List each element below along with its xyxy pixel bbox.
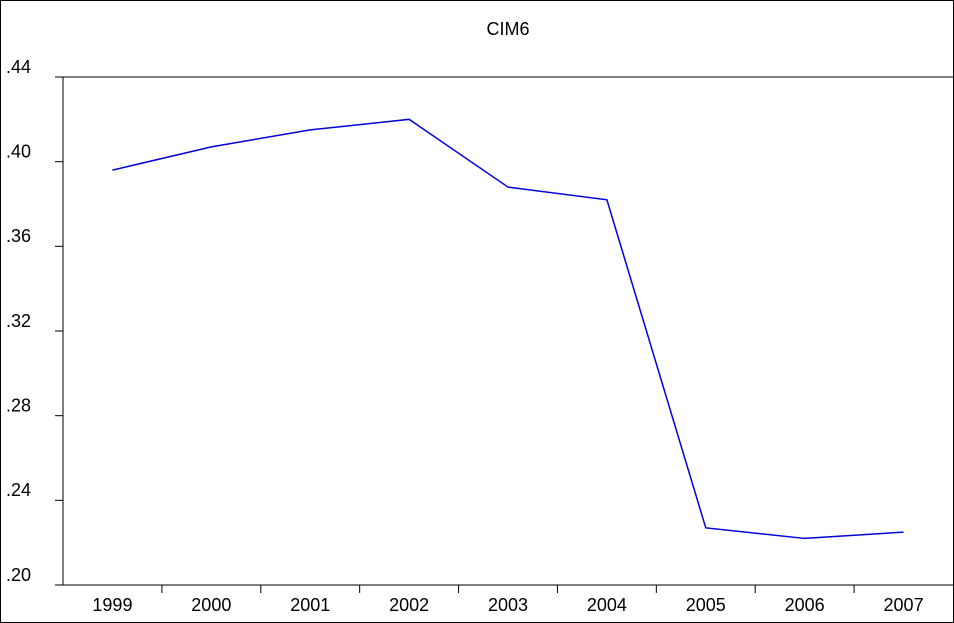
data-line — [112, 118, 904, 540]
y-tick-label: .40 — [6, 141, 31, 161]
x-tick-label: 2003 — [488, 595, 528, 615]
y-tick-label: .20 — [6, 565, 31, 585]
x-tick-label: 2002 — [389, 595, 429, 615]
y-tick-label: .32 — [6, 311, 31, 331]
y-tick-label: .24 — [6, 480, 31, 500]
x-tick-label: 2005 — [686, 595, 726, 615]
y-tick-label: .36 — [6, 226, 31, 246]
y-tick-label: .28 — [6, 395, 31, 415]
x-tick-label: 2004 — [587, 595, 627, 615]
x-tick-label: 2007 — [884, 595, 924, 615]
x-tick-label: 2001 — [290, 595, 330, 615]
x-tick-label: 1999 — [92, 595, 132, 615]
x-tick-label: 2006 — [785, 595, 825, 615]
y-tick-label: .44 — [6, 57, 31, 77]
chart-title: CIM6 — [486, 19, 529, 39]
x-tick-label: 2000 — [191, 595, 231, 615]
